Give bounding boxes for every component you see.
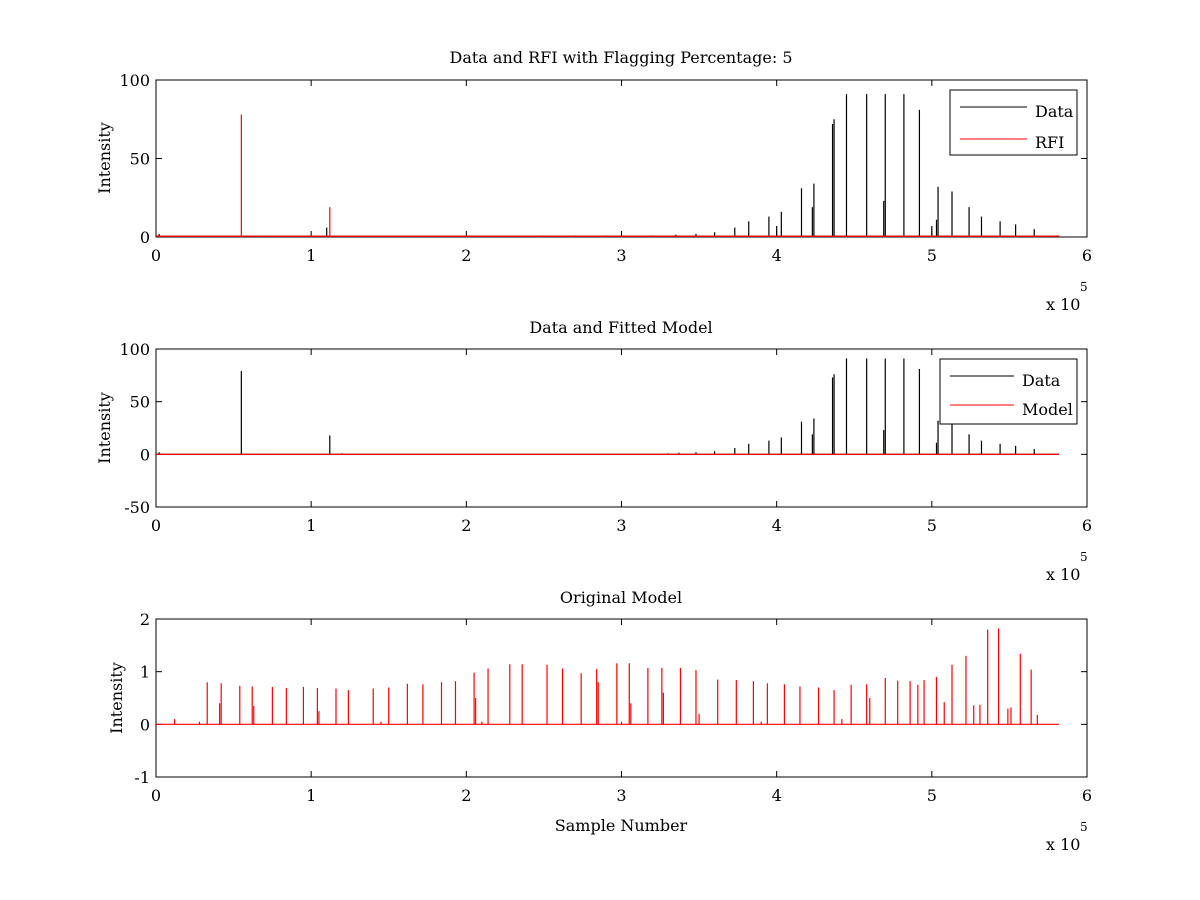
panel-3-ylabel: Intensity xyxy=(107,662,126,734)
x-tick-label: 1 xyxy=(306,516,316,535)
panel-2-x-exponent: 5 xyxy=(1080,550,1088,564)
x-tick-label: 0 xyxy=(151,516,161,535)
y-tick-label: -1 xyxy=(134,768,150,787)
legend-label-data: Data xyxy=(1035,102,1074,121)
x-tick-label: 2 xyxy=(461,786,471,805)
y-tick-label: 0 xyxy=(140,445,150,464)
x-tick-label: 0 xyxy=(151,786,161,805)
legend-box xyxy=(939,358,1078,425)
x-tick-label: 5 xyxy=(927,786,937,805)
x-tick-label: 6 xyxy=(1082,786,1092,805)
legend-label-rfi: RFI xyxy=(1035,133,1064,152)
x-tick-label: 3 xyxy=(616,246,626,265)
panel-1: Data and RFI with Flagging Percentage: 5… xyxy=(95,48,1092,314)
y-tick-label: 0 xyxy=(140,715,150,734)
y-tick-label: 50 xyxy=(130,150,150,169)
x-tick-label: 0 xyxy=(151,246,161,265)
panel-2-title: Data and Fitted Model xyxy=(529,318,712,337)
x-tick-label: 6 xyxy=(1082,516,1092,535)
panel-2-ylabel: Intensity xyxy=(95,392,114,464)
legend-label-data: Data xyxy=(1022,371,1061,390)
legend-label-model: Model xyxy=(1022,400,1073,419)
x-tick-label: 4 xyxy=(772,786,782,805)
panel-1-title: Data and RFI with Flagging Percentage: 5 xyxy=(449,48,792,67)
panel-1-ylabel: Intensity xyxy=(95,122,114,194)
y-tick-label: 2 xyxy=(140,610,150,629)
panel-1-legend: Data RFI xyxy=(949,89,1078,156)
x-tick-label: 5 xyxy=(927,516,937,535)
x-tick-label: 3 xyxy=(616,516,626,535)
y-tick-label: 100 xyxy=(119,340,150,359)
y-tick-label: 100 xyxy=(119,71,150,90)
x-tick-label: 2 xyxy=(461,246,471,265)
panel-3-x-exponent: 5 xyxy=(1080,820,1088,834)
x-tick-label: 4 xyxy=(772,516,782,535)
panel-1-x-exponent: 5 xyxy=(1080,280,1088,294)
panel-2-legend: Data Model xyxy=(939,358,1078,425)
panel-3-xlabel: Sample Number xyxy=(555,816,688,835)
x-tick-label: 3 xyxy=(616,786,626,805)
y-tick-label: 1 xyxy=(140,663,150,682)
panel-1-x-multiplier: x 10 xyxy=(1046,295,1080,314)
y-tick-label: 50 xyxy=(130,393,150,412)
panel-2: Data and Fitted Model Intensity 0 1 2 3 4 5 6 -… xyxy=(95,318,1092,584)
x-tick-label: 4 xyxy=(772,246,782,265)
panel-3-title: Original Model xyxy=(560,588,682,607)
x-tick-label: 2 xyxy=(461,516,471,535)
y-tick-label: -50 xyxy=(124,498,150,517)
x-tick-label: 1 xyxy=(306,246,316,265)
x-tick-label: 6 xyxy=(1082,246,1092,265)
x-tick-label: 1 xyxy=(306,786,316,805)
x-tick-label: 5 xyxy=(927,246,937,265)
panel-2-x-multiplier: x 10 xyxy=(1046,565,1080,584)
panel-3-x-multiplier: x 10 xyxy=(1046,835,1080,854)
legend-box xyxy=(949,89,1078,156)
y-tick-label: 0 xyxy=(140,228,150,247)
